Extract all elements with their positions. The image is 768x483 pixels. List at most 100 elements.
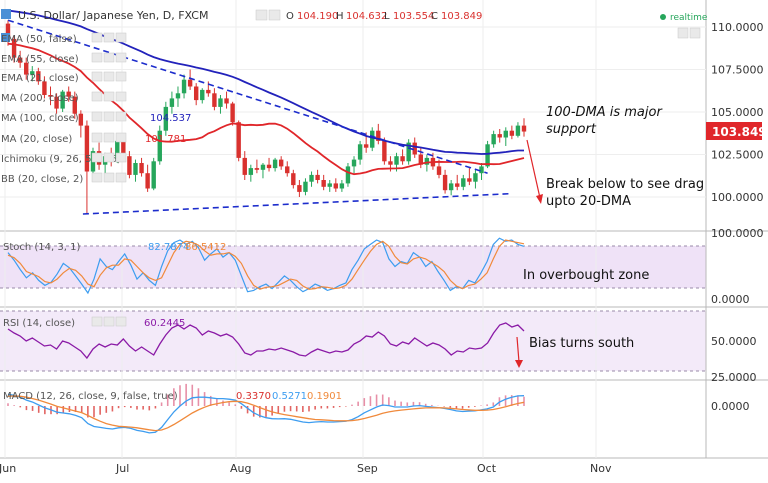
macd-pane <box>7 383 525 434</box>
legend-button-0-1 <box>103 32 115 43</box>
price-tick-label: 102.5000 <box>711 149 764 162</box>
o-value: 104.190 <box>297 11 338 22</box>
legend-button-3-2 <box>115 91 127 102</box>
candle-body <box>382 140 387 162</box>
stoch-label: Stoch (14, 3, 1) <box>3 242 80 253</box>
h-value: 104.632 <box>346 11 387 22</box>
settings-icon[interactable] <box>268 9 281 21</box>
legend-button-1-2 <box>115 52 127 63</box>
macd-hist-value: 0.3370 <box>236 391 271 402</box>
time-tick-label: Jun <box>0 462 16 475</box>
candle-body <box>133 163 138 175</box>
candle-body <box>376 130 381 141</box>
price-axis[interactable]: 110.0000 107.5000 105.0000 102.5000 100.0000 <box>711 21 764 204</box>
rsi-label: RSI (14, close) <box>3 318 75 329</box>
candle-body <box>388 161 393 165</box>
candle-body <box>224 98 229 104</box>
pane-minimize-icon[interactable] <box>689 27 701 39</box>
pane-maximize-icon[interactable] <box>677 27 689 39</box>
break-arrow-head-icon <box>536 194 543 204</box>
candle-body <box>418 154 423 165</box>
eye-icon[interactable] <box>255 9 268 21</box>
legend-button-0-0 <box>91 32 103 43</box>
ma100-line <box>7 9 524 155</box>
candle-body <box>436 166 442 175</box>
legend-button-4-1 <box>103 111 115 122</box>
annotation-break-line1: Break below to see drag <box>546 177 704 192</box>
candle-body <box>479 166 484 174</box>
legend-collapse-icon[interactable] <box>1 33 10 42</box>
candle-body <box>163 106 169 131</box>
candle-body <box>121 140 126 157</box>
time-tick-label: Oct <box>477 462 497 475</box>
price-tick-label: 107.5000 <box>711 64 764 77</box>
rsi-arrow-head-icon <box>515 360 523 368</box>
rsi-buttons <box>91 316 127 327</box>
candle-body <box>424 157 430 165</box>
candle-body <box>151 161 156 189</box>
candle-body <box>48 95 53 97</box>
stoch-axis-tick-label: 100.0000 <box>711 227 764 240</box>
legend-button-2-0 <box>91 71 103 82</box>
candle-body <box>509 130 515 136</box>
rsi-button-0 <box>91 316 103 327</box>
candle-body <box>230 103 235 123</box>
ma20-line <box>7 42 525 176</box>
time-tick-label: Nov <box>590 462 612 475</box>
candles <box>5 20 527 214</box>
candle-body <box>187 79 193 87</box>
legend-button-3-0 <box>91 91 103 102</box>
candle-body <box>327 183 332 187</box>
legend-ema3: EMA (21, close) <box>1 73 79 84</box>
legend-button-6-1 <box>103 152 115 163</box>
candle-body <box>291 173 296 186</box>
collapse-icon[interactable] <box>1 9 11 19</box>
realtime-dot-icon <box>660 14 666 20</box>
legend-button-4-0 <box>91 111 103 122</box>
candle-body <box>394 156 399 165</box>
legend-button-2-2 <box>115 71 127 82</box>
candle-body <box>303 181 308 192</box>
candle-body <box>36 71 41 82</box>
symbol-title: U.S. Dollar/ Japanese Yen, D, FXCM <box>18 9 208 22</box>
candle-body <box>339 183 345 189</box>
annotation-rsi: Bias turns south <box>529 336 634 351</box>
price-tick-label: 110.0000 <box>711 21 764 34</box>
o-label: O <box>286 11 294 22</box>
candle-body <box>351 159 357 167</box>
candle-body <box>242 157 247 175</box>
annotation-100dma-line2: support <box>546 122 597 137</box>
candle-body <box>127 156 132 175</box>
candle-body <box>218 98 223 107</box>
macd-line-value: 0.5271 <box>272 391 307 402</box>
candle-body <box>60 91 65 109</box>
l-label: L <box>384 11 390 22</box>
price-tick-label: 100.0000 <box>711 191 764 204</box>
candle-body <box>139 163 144 174</box>
candle-body <box>357 144 363 160</box>
candle-body <box>363 144 369 148</box>
c-label: C <box>431 11 438 22</box>
candle-body <box>72 96 77 114</box>
legend-ema2: EMA (55, close) <box>1 54 79 65</box>
realtime-label: realtime <box>670 13 708 23</box>
price-grid <box>0 0 706 458</box>
candle-body <box>193 86 199 101</box>
indicator-legend: EMA (50, false) EMA (55, close) EMA (21,… <box>1 32 191 185</box>
candle-body <box>278 159 284 167</box>
legend-ichimoku: Ichimoku (9, 26, 52, 26) <box>1 154 121 165</box>
candle-body <box>5 23 11 39</box>
candle-body <box>412 142 417 155</box>
panes <box>0 0 768 459</box>
candle-body <box>30 71 35 75</box>
rsi-line <box>7 322 525 360</box>
candle-body <box>309 174 314 182</box>
legend-button-4-2 <box>115 111 127 122</box>
candle-body <box>497 134 502 138</box>
candle-body <box>345 166 351 184</box>
time-axis[interactable]: Jun Jul Aug Sep Oct Nov <box>0 462 612 475</box>
rsi-axis-tick-label: 50.0000 <box>711 335 757 348</box>
candle-body <box>321 180 326 187</box>
